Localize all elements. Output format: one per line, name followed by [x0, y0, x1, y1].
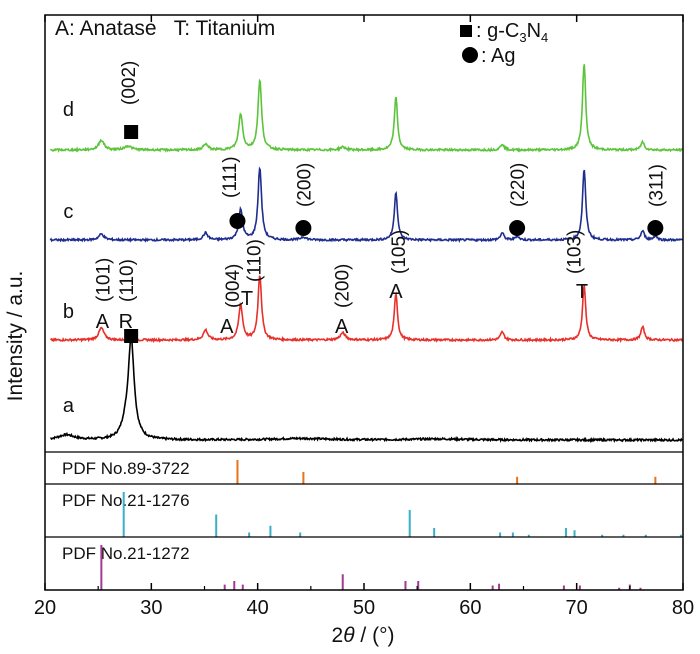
peak-index-label: (111)	[220, 156, 241, 198]
ag-legend-marker	[462, 47, 478, 63]
gcn-marker	[124, 329, 139, 343]
gcn-legend-marker	[460, 25, 472, 37]
phase-key-legend: A: Anatase T: Titanium	[55, 17, 275, 40]
peak-phase-label: A	[389, 281, 403, 303]
x-tick-label: 30	[140, 597, 162, 619]
ag-legend-label: : Ag	[481, 45, 515, 67]
series-d-line	[50, 64, 683, 153]
peak-index-label: (200)	[294, 163, 315, 207]
peak-phase-label: A	[96, 311, 110, 333]
peak-index-label: (110)	[117, 259, 138, 302]
reference-panel-label: PDF No.21-1276	[62, 491, 190, 510]
peak-phase-label: c	[63, 201, 73, 223]
reference-panel-label: PDF No.89-3722	[62, 459, 190, 478]
y-axis-label: Intensity / a.u.	[4, 271, 27, 402]
peak-index-label: (103)	[565, 230, 586, 274]
peak-phase-label: T	[576, 281, 588, 303]
x-tick-label: 40	[247, 597, 269, 619]
peak-phase-label: b	[63, 301, 74, 323]
ag-marker	[295, 220, 312, 236]
gcn-marker	[124, 125, 139, 139]
peak-index-label: (220)	[508, 163, 529, 207]
reference-panels-layer: PDF No.89-3722 PDF No.21-1276 PDF No.21-12…	[45, 451, 683, 590]
annotations-layer: (002)(111) (200) (220) (311)(101) (110) (004)…	[63, 61, 668, 417]
peak-phase-label: A	[220, 316, 234, 338]
peak-index-label: (311)	[646, 164, 667, 207]
peak-phase-label: A	[335, 316, 349, 338]
axes-layer: 20 30 40 50 60 70 80	[34, 14, 694, 619]
series-c-line	[49, 166, 684, 243]
x-tick-label: 50	[353, 597, 375, 619]
x-tick-label: 70	[566, 597, 588, 619]
peak-index-label: (105)	[389, 230, 410, 274]
peak-phase-label: T	[241, 288, 253, 310]
reference-panel-label: PDF No.21-1272	[62, 544, 190, 563]
peak-phase-label: R	[119, 311, 133, 333]
ag-marker	[509, 220, 526, 236]
x-tick-label: 60	[459, 597, 481, 619]
peak-index-label: (004)	[223, 264, 244, 308]
ag-marker	[229, 213, 246, 229]
series-b-line	[50, 275, 683, 344]
peak-index-label: (101)	[93, 258, 114, 302]
x-tick-label: 20	[34, 597, 56, 619]
peak-index-label: (200)	[333, 264, 354, 308]
peak-phase-label: d	[63, 99, 74, 121]
gcn-legend-label: : g-C3N4	[476, 20, 548, 45]
ag-marker	[647, 220, 664, 236]
peak-index-label: (002)	[119, 61, 140, 105]
peak-phase-label: a	[63, 395, 75, 417]
spectra-layer	[49, 64, 684, 444]
x-tick-label: 80	[672, 597, 694, 619]
peak-index-label: (110)	[244, 239, 265, 282]
x-axis-label: 2θ / (°)	[332, 624, 395, 647]
series-a-line	[50, 336, 683, 444]
